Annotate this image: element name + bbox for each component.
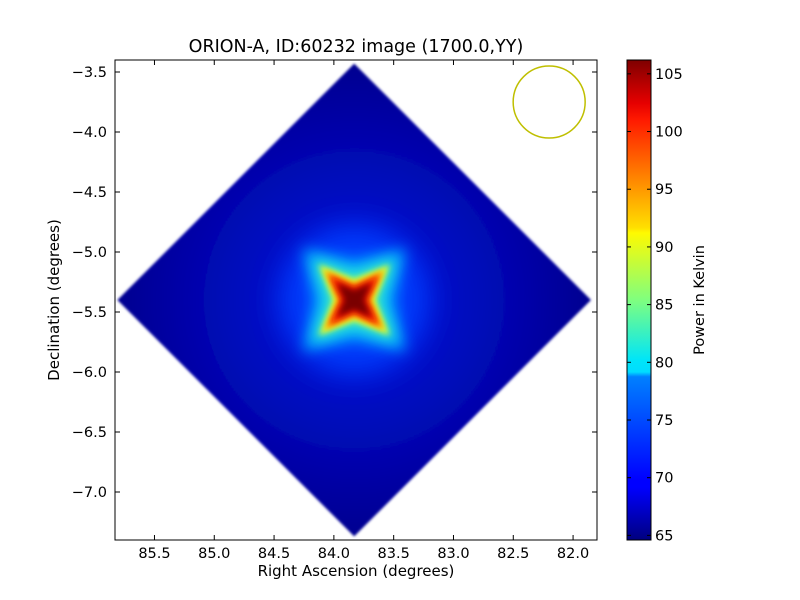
y-tick-label: −3.5 — [72, 65, 107, 81]
y-axis-label: Declination (degrees) — [45, 219, 63, 381]
chart-title: ORION-A, ID:60232 image (1700.0,YY) — [189, 37, 524, 57]
x-tick-label: 84.0 — [318, 546, 350, 562]
y-tick-label: −6.5 — [72, 425, 107, 441]
heatmap-image — [117, 63, 592, 537]
x-axis: 85.5 85.0 84.5 84.0 83.5 83.0 82.5 82.0 — [138, 60, 589, 562]
beam-circle — [512, 65, 586, 139]
colorbar-tick-label: 105 — [655, 67, 683, 83]
colorbar-tick-label: 90 — [655, 240, 673, 256]
x-axis-label: Right Ascension (degrees) — [258, 562, 455, 580]
y-tick-label: −5.0 — [72, 245, 107, 261]
x-tick-label: 85.5 — [138, 546, 170, 562]
x-tick-label: 85.0 — [198, 546, 230, 562]
plot-area — [117, 63, 592, 537]
colorbar-tick-label: 80 — [655, 355, 673, 371]
axes-frame — [114, 59, 598, 541]
x-tick-label: 82.0 — [557, 546, 589, 562]
y-tick-label: −4.0 — [72, 125, 107, 141]
colorbar-gradient — [626, 59, 652, 541]
colorbar-tick-label: 85 — [655, 298, 673, 314]
y-tick-label: −6.0 — [72, 365, 107, 381]
colorbar-tick-label: 95 — [655, 182, 673, 198]
colorbar-ticks: 65 70 75 80 85 90 95 100 105 — [627, 67, 683, 544]
peak-core — [337, 283, 372, 317]
x-tick-label: 83.5 — [378, 546, 410, 562]
colorbar: 65 70 75 80 85 90 95 100 105 Power in Kelvin — [626, 59, 708, 544]
y-tick-label: −4.5 — [72, 185, 107, 201]
colorbar-label: Power in Kelvin — [692, 245, 708, 355]
y-axis: −3.5 −4.0 −4.5 −5.0 −5.5 −6.0 −6.5 −7.0 — [72, 65, 597, 501]
x-tick-label: 83.0 — [437, 546, 469, 562]
colorbar-tick-label: 75 — [655, 413, 673, 429]
colorbar-tick-label: 100 — [655, 125, 683, 141]
colorbar-tick-label: 65 — [655, 528, 673, 544]
y-tick-label: −5.5 — [72, 305, 107, 321]
colorbar-tick-label: 70 — [655, 471, 673, 487]
y-tick-label: −7.0 — [72, 485, 107, 501]
x-tick-label: 82.5 — [497, 546, 529, 562]
peak-emission — [279, 225, 430, 375]
x-tick-label: 84.5 — [258, 546, 290, 562]
